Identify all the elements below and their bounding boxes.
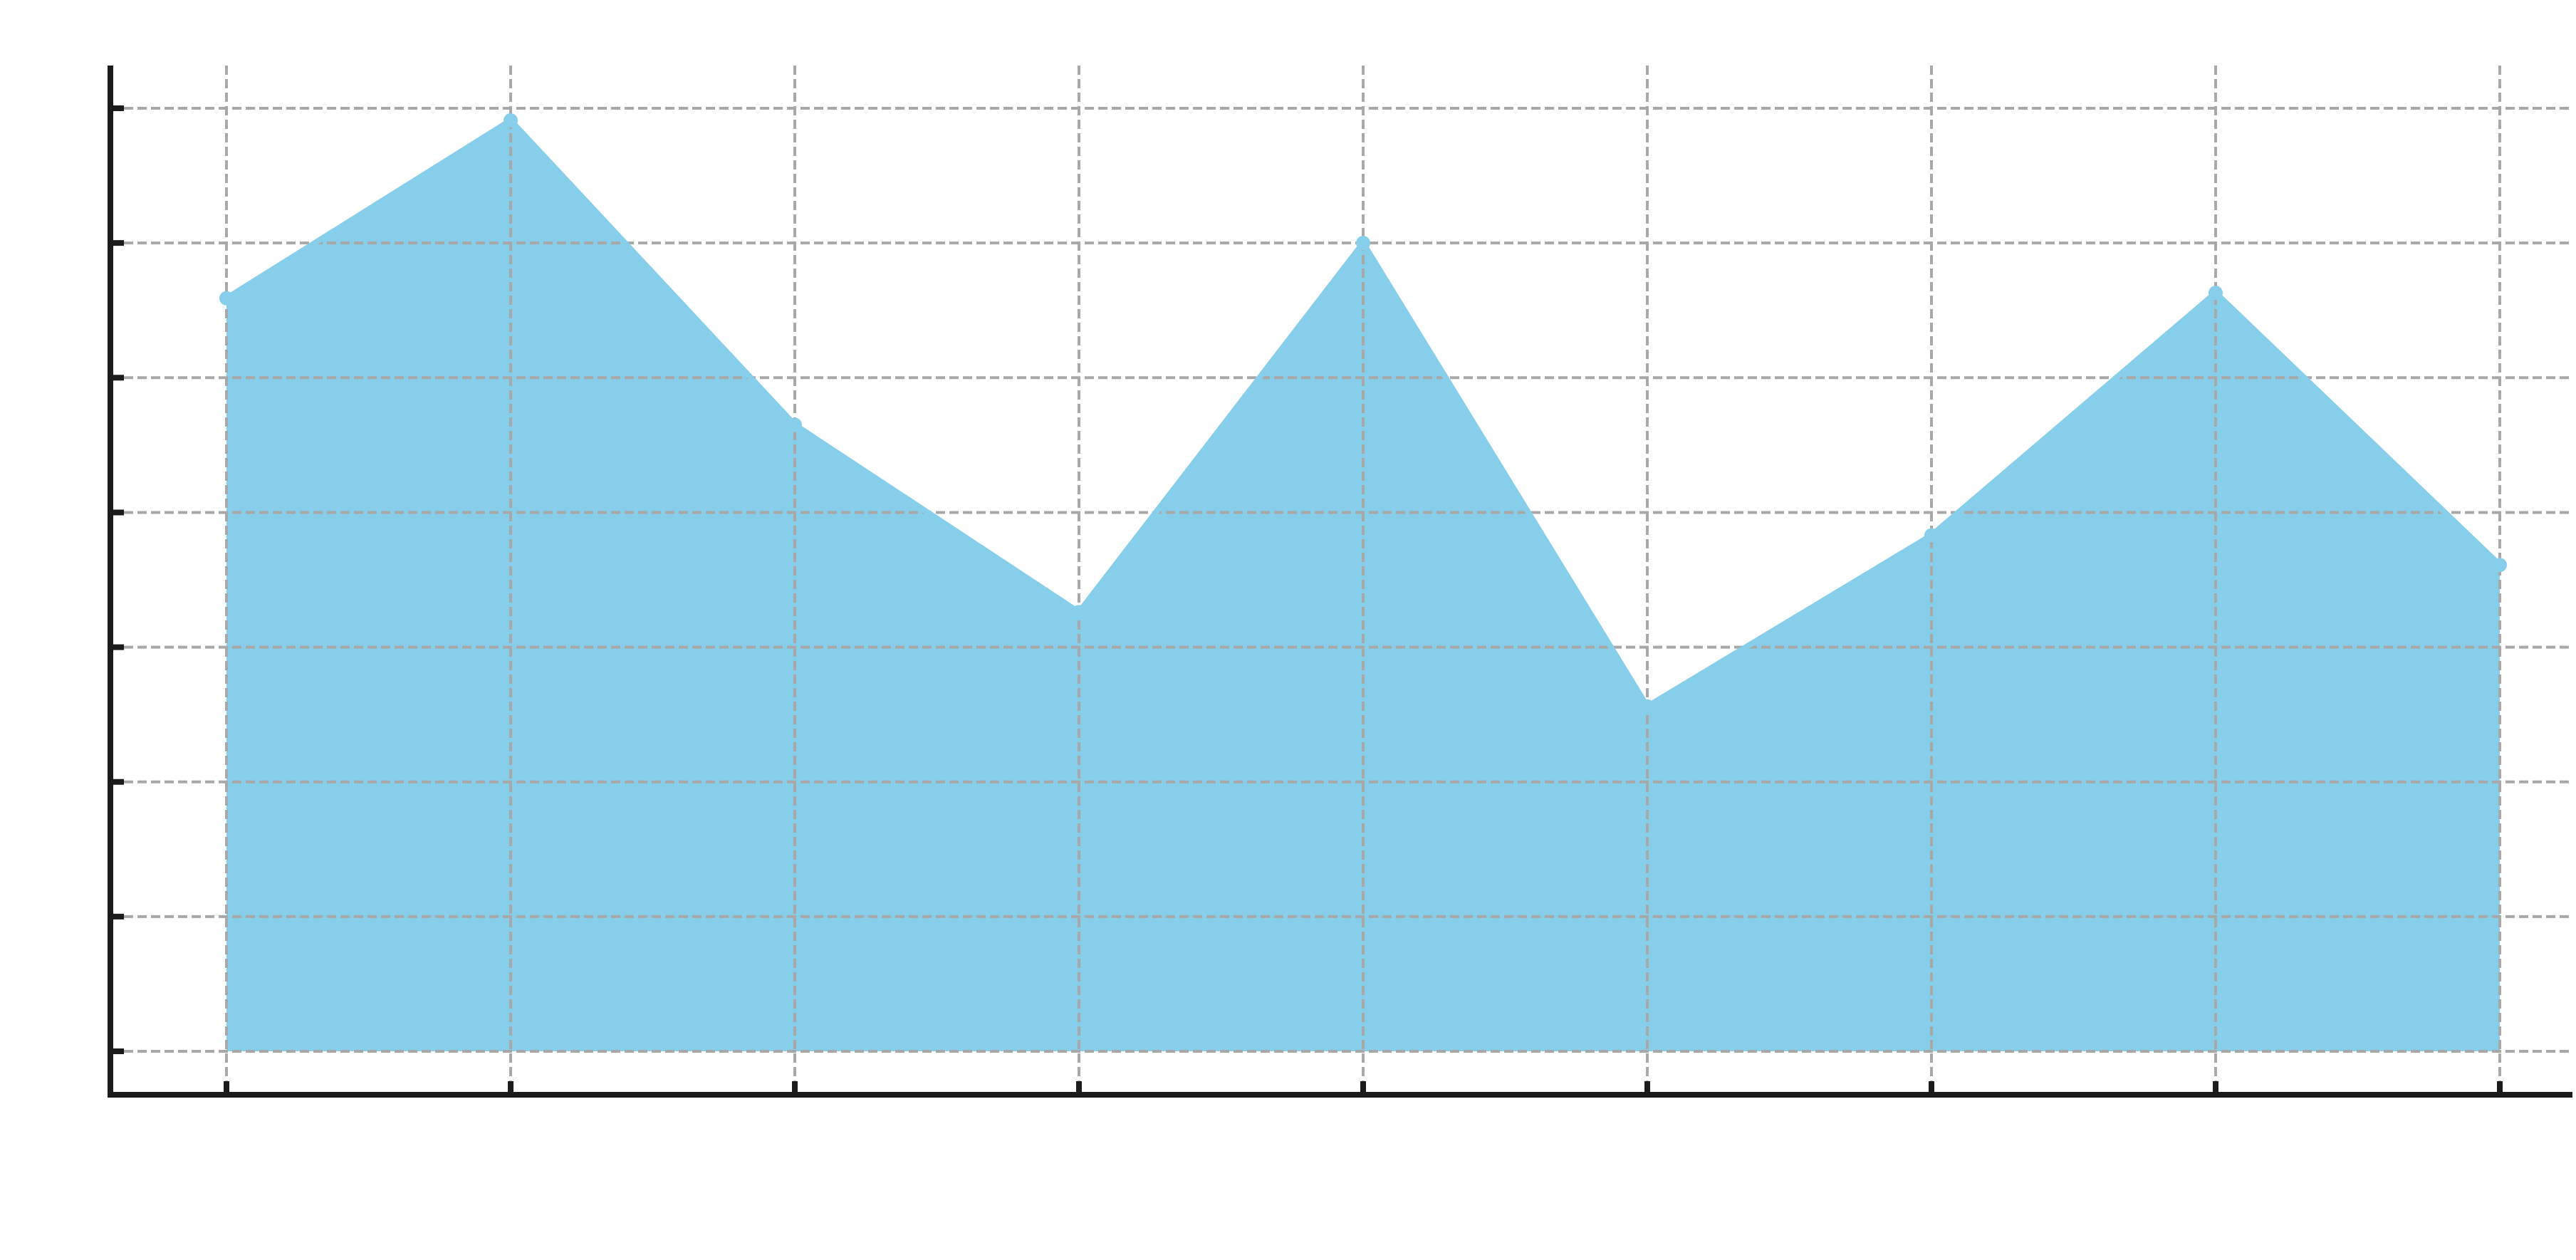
data-point-marker [1640, 699, 1654, 714]
data-point-marker [1924, 528, 1939, 543]
data-point-marker [2493, 558, 2507, 573]
data-point-marker [788, 417, 802, 432]
data-point-marker [2209, 286, 2223, 301]
data-point-marker [1356, 236, 1370, 251]
data-point-marker [1072, 605, 1086, 620]
data-point-marker [219, 291, 234, 306]
data-point-marker [504, 113, 518, 128]
